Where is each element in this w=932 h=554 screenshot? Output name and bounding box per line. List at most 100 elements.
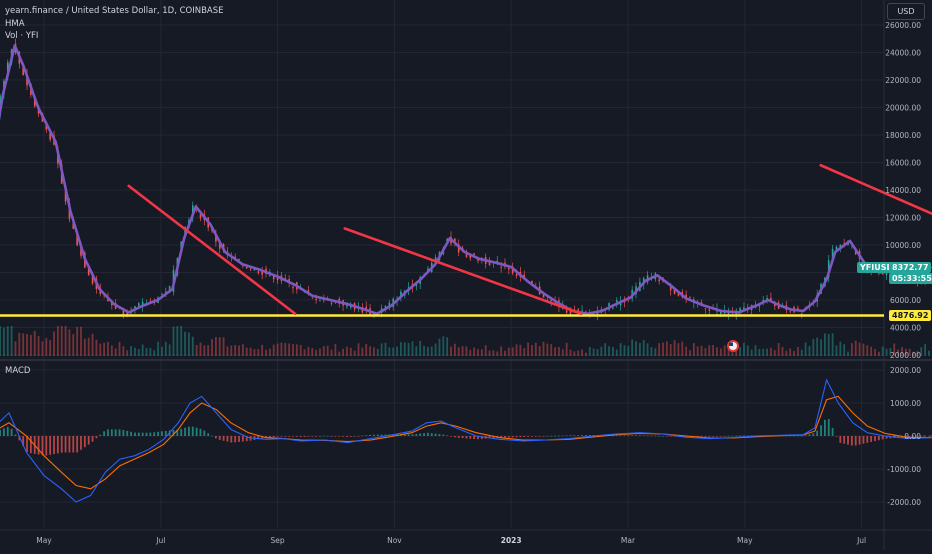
macd-histogram-bar: [643, 435, 645, 436]
price-axis-label: 10000.00: [885, 241, 921, 250]
volume-bar: [859, 343, 861, 356]
macd-histogram-bar: [96, 436, 98, 438]
macd-histogram-bar: [662, 436, 664, 437]
volume-bar: [805, 342, 807, 356]
volume-bar: [246, 348, 248, 356]
volume-bar: [620, 343, 622, 356]
time-axis-label: Jul: [155, 536, 165, 545]
macd-histogram-bar: [712, 436, 714, 437]
volume-bar: [666, 341, 668, 356]
macd-histogram-bar: [103, 431, 105, 436]
volume-bar: [527, 342, 529, 356]
volume-bar: [647, 343, 649, 356]
macd-histogram-bar: [323, 436, 325, 437]
macd-histogram-bar: [273, 436, 275, 437]
macd-histogram-bar: [535, 436, 537, 437]
macd-histogram-bar: [45, 436, 47, 456]
macd-legend[interactable]: MACD: [5, 366, 30, 376]
macd-histogram-bar: [142, 433, 144, 436]
macd-histogram-bar: [192, 427, 194, 436]
volume-bar: [581, 350, 583, 356]
volume-bar: [435, 343, 437, 356]
macd-histogram-bar: [820, 425, 822, 436]
macd-histogram-bar: [442, 435, 444, 436]
macd-histogram-bar: [311, 436, 313, 437]
volume-bar: [508, 348, 510, 356]
macd-histogram-bar: [284, 436, 286, 437]
currency-button[interactable]: USD: [887, 3, 925, 20]
volume-bar: [462, 346, 464, 356]
volume-bar: [61, 326, 63, 356]
macd-histogram-bar: [427, 433, 429, 436]
macd-histogram-bar: [358, 436, 360, 437]
macd-histogram-bar: [454, 436, 456, 437]
signal-line: [0, 396, 932, 488]
volume-bar: [149, 348, 151, 356]
macd-histogram-bar: [215, 436, 217, 438]
volume-bar: [157, 342, 159, 356]
volume-bar: [57, 326, 59, 356]
macd-histogram-bar: [92, 436, 94, 442]
volume-bar: [654, 348, 656, 356]
volume-bar: [107, 342, 109, 356]
volume-bar: [577, 350, 579, 356]
macd-histogram-bar: [747, 435, 749, 436]
volume-bar: [450, 347, 452, 356]
volume-bar: [431, 347, 433, 356]
candle-body: [658, 279, 660, 281]
volume-bar: [473, 348, 475, 356]
volume-bar: [489, 351, 491, 356]
candle-body: [581, 310, 583, 311]
macd-histogram-bar: [658, 436, 660, 437]
candle-body: [612, 308, 614, 309]
macd-histogram-bar: [859, 436, 861, 445]
volume-bar: [369, 346, 371, 356]
volume-bar: [770, 348, 772, 356]
volume-bar: [469, 350, 471, 356]
volume-bar: [782, 347, 784, 356]
macd-histogram-bar: [581, 435, 583, 436]
macd-histogram-bar: [539, 436, 541, 437]
volume-bar: [774, 350, 776, 356]
macd-histogram-bar: [570, 435, 572, 436]
hma-legend[interactable]: HMA: [5, 19, 25, 29]
macd-histogram-bar: [227, 436, 229, 442]
volume-bar: [404, 342, 406, 356]
macd-histogram-bar: [350, 436, 352, 437]
macd-histogram-bar: [731, 436, 733, 437]
macd-histogram-bar: [408, 434, 410, 436]
time-axis-label: May: [36, 536, 52, 545]
macd-histogram-bar: [566, 435, 568, 436]
volume-bar: [223, 337, 225, 356]
volume-bar: [292, 344, 294, 356]
macd-histogram-bar: [824, 420, 826, 436]
volume-bar: [42, 341, 44, 356]
volume-bar: [828, 334, 830, 356]
macd-histogram-bar: [882, 436, 884, 439]
volume-legend[interactable]: Vol · YFI: [5, 31, 38, 41]
volume-bar: [866, 345, 868, 356]
candle-body: [200, 214, 202, 218]
volume-bar: [96, 340, 98, 356]
macd-histogram-bar: [627, 435, 629, 436]
macd-histogram-bar: [146, 433, 148, 436]
macd-histogram-bar: [346, 436, 348, 437]
price-axis-label: 14000.00: [885, 186, 921, 195]
volume-bar: [0, 326, 1, 356]
volume-bar: [76, 327, 78, 356]
candle-body: [250, 269, 252, 270]
macd-histogram-bar: [292, 436, 294, 437]
volume-bar: [674, 340, 676, 356]
macd-histogram-bar: [327, 436, 329, 437]
macd-histogram-bar: [843, 436, 845, 444]
volume-bar: [331, 350, 333, 356]
price-axis-label: 26000.00: [885, 21, 921, 30]
volume-bar: [184, 332, 186, 356]
volume-bar: [689, 350, 691, 356]
candle-body: [319, 300, 321, 301]
volume-bar: [516, 344, 518, 356]
volume-bar: [207, 345, 209, 356]
macd-histogram-bar: [839, 436, 841, 443]
volume-bar: [122, 346, 124, 356]
